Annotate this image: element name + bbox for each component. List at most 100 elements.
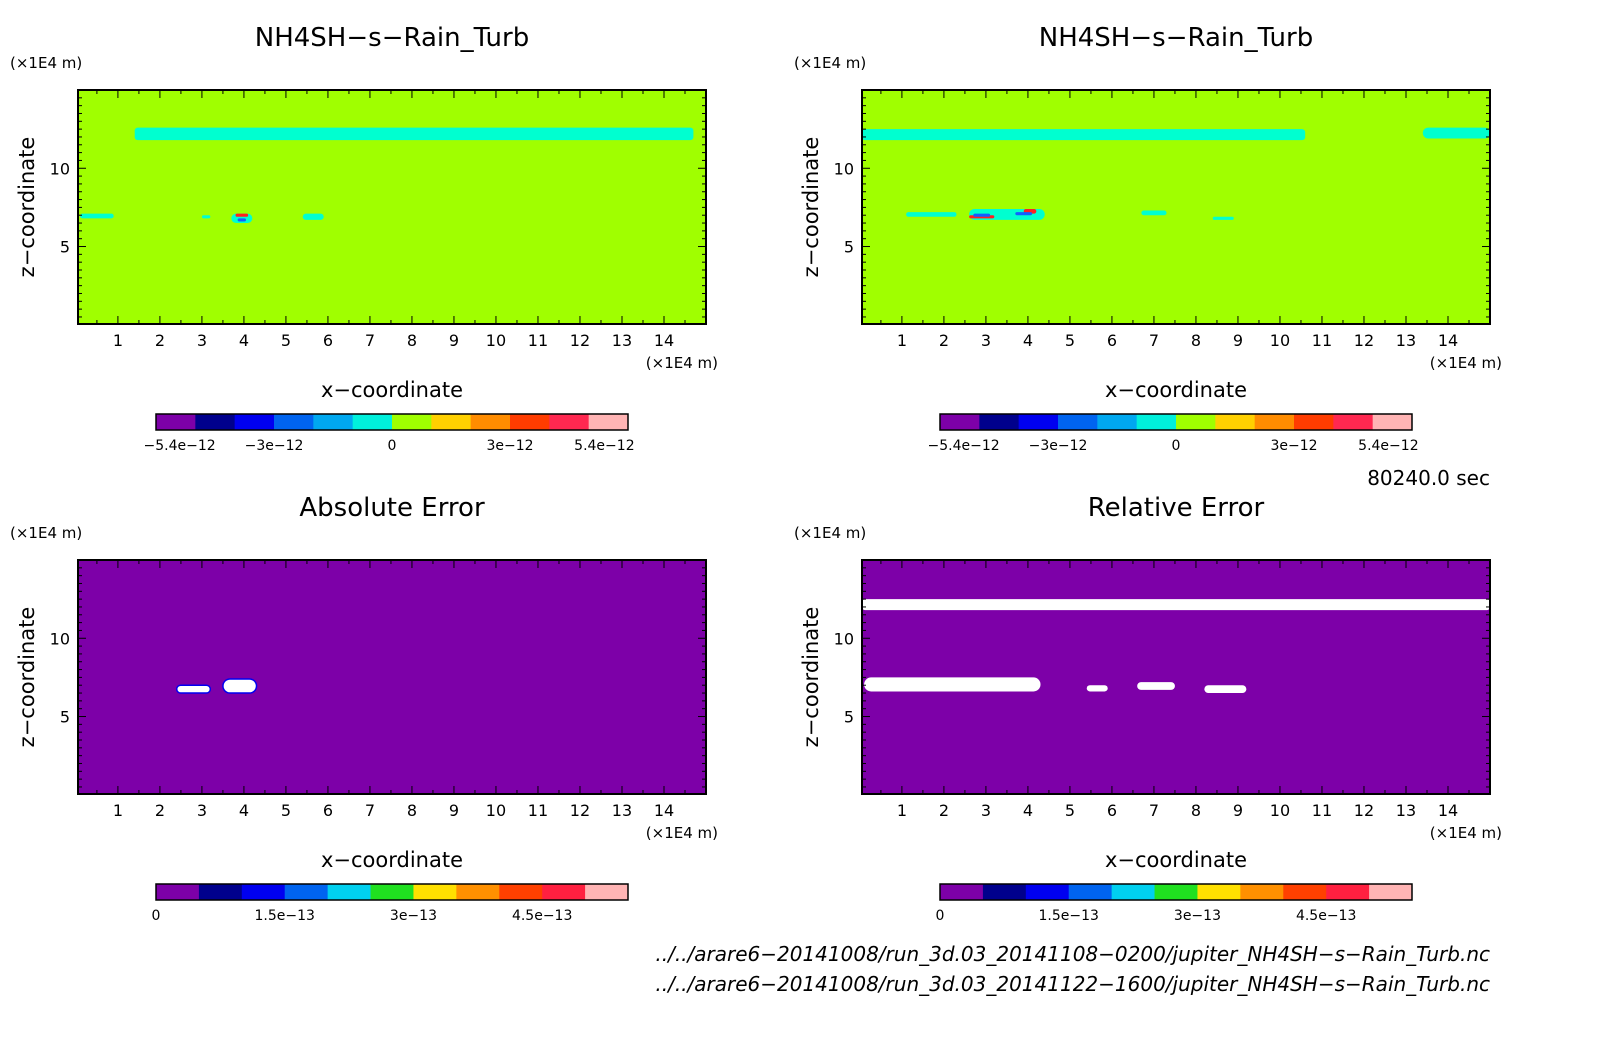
chart-svg: Absolute Error(×1E4 m)1 2 3 4 5 6 7 8 9 10 11 12 13 1… — [10, 493, 718, 924]
y-tick-label: 5 — [60, 238, 70, 257]
x-tick-label: 5 — [1065, 331, 1075, 350]
colorbar-segment — [1018, 414, 1059, 430]
panel-top-right: NH4SH−s−Rain_Turb (×1E4 m) 1 2 3 4 5 6 7 8 9 10 11 12… — [784, 0, 1564, 470]
colorbar-segment — [1240, 884, 1284, 900]
x-tick-label: 8 — [407, 331, 417, 350]
colorbar-tick-label: 0 — [936, 908, 945, 924]
colorbar-segment — [284, 884, 329, 900]
field-feature — [235, 213, 249, 217]
colorbar-segment — [1372, 414, 1413, 430]
colorbar-frame — [155, 883, 629, 901]
y-tick-label: 5 — [844, 708, 854, 727]
colorbar-tick-label: −5.4e−12 — [144, 438, 216, 454]
colorbar-tick-label: −5.4e−12 — [928, 438, 1000, 454]
x-tick-label: 12 — [1354, 801, 1374, 820]
y-unit-label: (×1E4 m) — [794, 54, 866, 72]
y-unit-label: (×1E4 m) — [794, 524, 866, 542]
chart-svg: NH4SH−s−Rain_Turb(×1E4 m)1 2 3 4 5 6 7 8 9 10 11 12… — [10, 23, 718, 454]
colorbar-segment — [1176, 414, 1216, 430]
colorbar-segment — [1111, 884, 1156, 900]
x-tick-label: 14 — [1438, 331, 1458, 350]
y-axis-label: z−coordinate — [15, 137, 39, 278]
x-tick-label: 8 — [1191, 331, 1201, 350]
colorbar-segment — [1197, 884, 1241, 900]
y-axis-label: z−coordinate — [799, 137, 823, 278]
colorbar-segment — [392, 414, 432, 430]
x-tick-label: 14 — [1438, 801, 1458, 820]
colorbar-segment — [431, 414, 472, 430]
x-tick-label: 14 — [654, 801, 674, 820]
colorbar-segment — [1025, 884, 1070, 900]
colorbar-segment — [413, 884, 457, 900]
x-tick-label: 2 — [939, 801, 949, 820]
x-tick-label: 2 — [155, 331, 165, 350]
y-tick-label: 5 — [60, 708, 70, 727]
x-tick-label: 10 — [1270, 331, 1290, 350]
colorbar-segment — [352, 414, 393, 430]
colorbar-segment — [1326, 884, 1370, 900]
x-tick-label: 8 — [1191, 801, 1201, 820]
colorbar-segment — [470, 414, 511, 430]
x-tick-label: 1 — [897, 331, 907, 350]
x-tick-label: 3 — [981, 331, 991, 350]
x-unit-label: (×1E4 m) — [1430, 354, 1502, 372]
colorbar-tick-label: 0 — [388, 438, 397, 454]
colorbar-segment — [198, 884, 243, 900]
field-feature — [222, 678, 258, 694]
plot-background — [78, 560, 706, 794]
plot-background — [78, 90, 706, 324]
x-tick-label: 3 — [197, 331, 207, 350]
x-tick-label: 2 — [155, 801, 165, 820]
y-axis-label: z−coordinate — [799, 607, 823, 748]
y-tick-label: 5 — [844, 238, 854, 257]
colorbar-segment — [940, 414, 980, 430]
colorbar-frame — [939, 413, 1413, 431]
x-axis-label: x−coordinate — [1105, 378, 1247, 402]
colorbar-tick-label: 0 — [152, 908, 161, 924]
colorbar-tick-label: 5.4e−12 — [1358, 438, 1418, 454]
x-tick-label: 7 — [365, 331, 375, 350]
x-tick-label: 5 — [281, 331, 291, 350]
x-tick-label: 5 — [1065, 801, 1075, 820]
colorbar-segment — [499, 884, 543, 900]
x-tick-label: 4 — [1023, 331, 1033, 350]
y-tick-label: 10 — [834, 629, 854, 648]
field-feature — [864, 677, 1041, 692]
x-tick-label: 13 — [612, 331, 632, 350]
colorbar-segment — [241, 884, 286, 900]
field-feature — [1015, 212, 1033, 216]
x-tick-label: 7 — [1149, 801, 1159, 820]
field-feature — [906, 212, 957, 217]
x-unit-label: (×1E4 m) — [646, 824, 718, 842]
field-feature — [134, 127, 694, 141]
chart-title: Absolute Error — [299, 493, 485, 523]
x-tick-label: 1 — [113, 801, 123, 820]
colorbar-segment — [370, 884, 414, 900]
x-tick-label: 1 — [897, 801, 907, 820]
x-tick-label: 11 — [1312, 801, 1332, 820]
x-tick-label: 3 — [981, 801, 991, 820]
colorbar-tick-label: 4.5e−13 — [512, 908, 572, 924]
colorbar-frame — [155, 413, 629, 431]
colorbar-tick-label: 3e−13 — [1174, 908, 1221, 924]
chart-title: Relative Error — [1088, 493, 1265, 523]
x-tick-label: 9 — [1233, 801, 1243, 820]
colorbar-tick-label: 1.5e−13 — [1039, 908, 1099, 924]
field-feature — [175, 684, 212, 694]
colorbar-tick-label: 5.4e−12 — [574, 438, 634, 454]
y-unit-label: (×1E4 m) — [10, 54, 82, 72]
colorbar-segment — [274, 414, 314, 430]
x-tick-label: 12 — [570, 331, 590, 350]
field-feature — [302, 213, 324, 220]
colorbar-tick-label: 0 — [1172, 438, 1181, 454]
panel-bottom-left: Absolute Error (×1E4 m) 1 2 3 4 5 6 7 8 9 10 11 12 13 1… — [0, 470, 780, 940]
colorbar-segment — [234, 414, 275, 430]
field-feature — [1212, 216, 1234, 220]
colorbar-segment — [456, 884, 500, 900]
colorbar-tick-label: 3e−12 — [486, 438, 533, 454]
x-unit-label: (×1E4 m) — [1430, 824, 1502, 842]
x-tick-label: 3 — [197, 801, 207, 820]
field-feature — [1137, 682, 1175, 690]
field-feature — [1141, 210, 1167, 216]
time-label: 80240.0 sec — [1367, 466, 1490, 490]
